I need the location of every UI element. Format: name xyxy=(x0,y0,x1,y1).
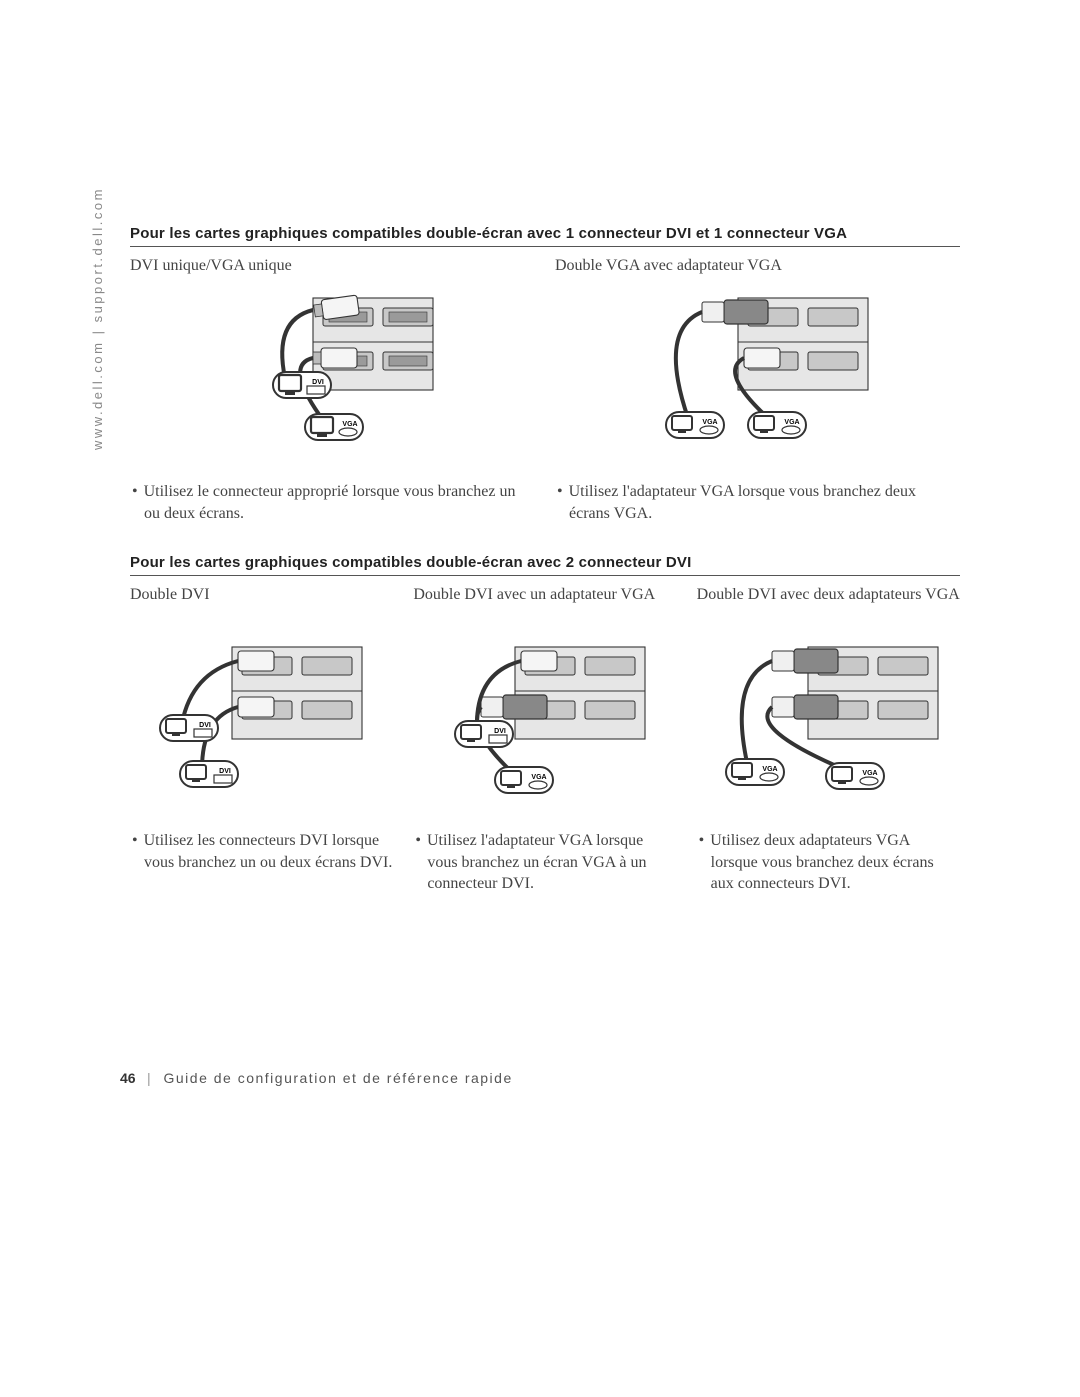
section2-header: Pour les cartes graphiques compatibles d… xyxy=(130,554,960,576)
section2-row: Double DVI DVI xyxy=(130,586,960,895)
svg-text:DVI: DVI xyxy=(494,728,506,735)
svg-text:DVI: DVI xyxy=(219,768,231,775)
page-footer: 46 | Guide de configuration et de référe… xyxy=(120,1070,513,1086)
section2-col1-bullets: Utilisez l'adaptateur VGA lorsque vous b… xyxy=(413,830,676,895)
bullet-item: Utilisez le connecteur approprié lorsque… xyxy=(144,481,535,524)
side-url-text: www.dell.com | support.dell.com xyxy=(90,187,105,450)
svg-text:DVI: DVI xyxy=(199,722,211,729)
bullet-item: Utilisez l'adaptateur VGA lorsque vous b… xyxy=(427,830,676,895)
section1-col0-bullets: Utilisez le connecteur approprié lorsque… xyxy=(130,481,535,524)
svg-text:VGA: VGA xyxy=(863,770,878,777)
label-vga: VGA xyxy=(342,421,357,428)
diagram-double-dvi-two-vga: VGA VGA xyxy=(697,634,960,824)
section2-col-1: Double DVI avec un adaptateur VGA xyxy=(413,586,676,895)
diagram-double-vga-adapter: VGA VGA xyxy=(555,285,960,475)
svg-text:VGA: VGA xyxy=(702,419,717,426)
footer-separator: | xyxy=(147,1070,152,1086)
label-dvi: DVI xyxy=(312,379,324,386)
bullet-item: Utilisez l'adaptateur VGA lorsque vous b… xyxy=(569,481,960,524)
diagram-double-dvi-one-vga: DVI VGA xyxy=(413,634,676,824)
bullet-item: Utilisez les connecteurs DVI lorsque vou… xyxy=(144,830,393,873)
section2-col-2: Double DVI avec deux adaptateurs VGA xyxy=(697,586,960,895)
page-content: Pour les cartes graphiques compatibles d… xyxy=(130,225,960,925)
section2-col1-title: Double DVI avec un adaptateur VGA xyxy=(413,586,676,626)
page-number: 46 xyxy=(120,1070,136,1086)
section1-col0-title: DVI unique/VGA unique xyxy=(130,257,535,277)
section1-col-1: Double VGA avec adaptateur VGA xyxy=(555,257,960,524)
diagram-dvi-vga-single: DVI VGA xyxy=(130,285,535,475)
svg-text:VGA: VGA xyxy=(763,766,778,773)
section2-col0-title: Double DVI xyxy=(130,586,393,626)
bullet-item: Utilisez deux adaptateurs VGA lorsque vo… xyxy=(711,830,960,895)
footer-text: Guide de configuration et de référence r… xyxy=(164,1070,513,1086)
section1-col1-title: Double VGA avec adaptateur VGA xyxy=(555,257,960,277)
diagram-double-dvi: DVI DVI xyxy=(130,634,393,824)
section1-col-0: DVI unique/VGA unique xyxy=(130,257,535,524)
svg-text:VGA: VGA xyxy=(784,419,799,426)
section1-col1-bullets: Utilisez l'adaptateur VGA lorsque vous b… xyxy=(555,481,960,524)
section2-col2-bullets: Utilisez deux adaptateurs VGA lorsque vo… xyxy=(697,830,960,895)
section1-header: Pour les cartes graphiques compatibles d… xyxy=(130,225,960,247)
section2-col0-bullets: Utilisez les connecteurs DVI lorsque vou… xyxy=(130,830,393,873)
section2-col-0: Double DVI DVI xyxy=(130,586,393,895)
section1-row: DVI unique/VGA unique xyxy=(130,257,960,524)
svg-text:VGA: VGA xyxy=(531,774,546,781)
section2-col2-title: Double DVI avec deux adaptateurs VGA xyxy=(697,586,960,626)
